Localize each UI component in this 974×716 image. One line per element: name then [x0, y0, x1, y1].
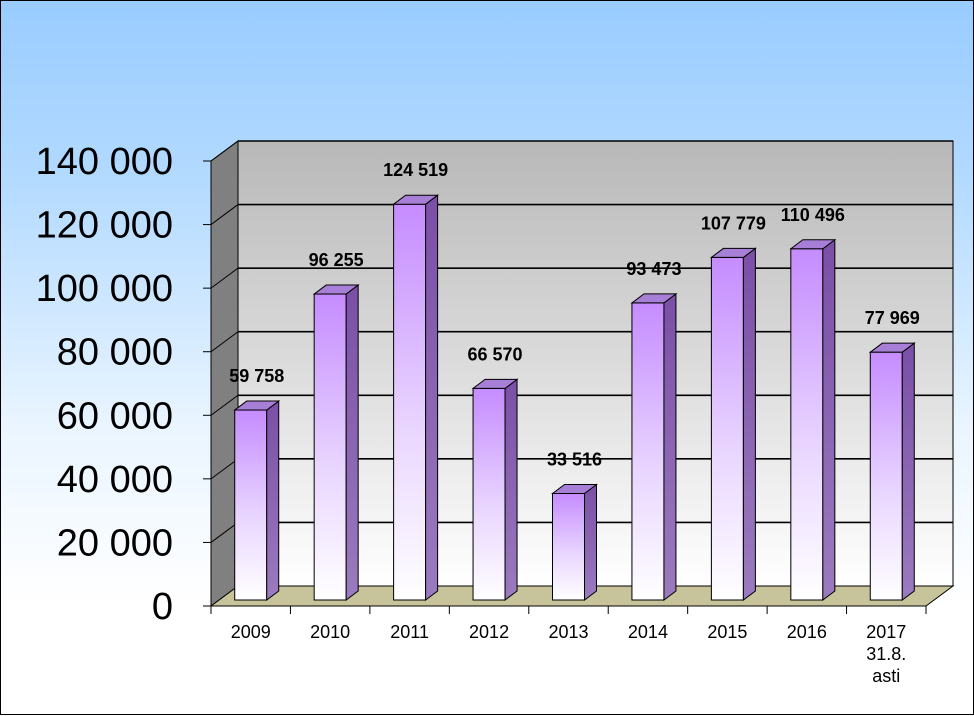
bar-side: [266, 400, 280, 601]
gridline-side: [210, 522, 239, 543]
y-tick-label: 120 000: [36, 205, 173, 247]
bar-top: [392, 194, 440, 205]
bar-side: [742, 247, 756, 601]
y-tick-label: 0: [152, 586, 173, 628]
bar-top: [551, 483, 598, 494]
gridline-side: [210, 331, 239, 353]
bar-side: [425, 194, 439, 601]
x-tick-label: 2016: [787, 622, 827, 642]
y-tick-label: 140 000: [36, 141, 173, 183]
y-tick-label: 100 000: [36, 268, 173, 310]
bar-top: [709, 247, 757, 258]
bar-top: [789, 239, 837, 250]
gridline-side: [210, 204, 239, 225]
data-label: 110 496: [781, 205, 845, 225]
gridline-side: [210, 458, 239, 480]
bar: [631, 302, 665, 601]
gridline-side: [210, 267, 239, 289]
data-label: 93 473: [626, 259, 681, 279]
labels: 59 758 2009 96 255 2010 124 519 2011 66 570 201…: [229, 160, 920, 686]
gridline-side: [210, 394, 239, 416]
x-tick-label: 2017 31.8. asti: [866, 622, 906, 686]
bar-top: [630, 293, 678, 304]
bar: [234, 409, 268, 601]
data-label: 66 570: [468, 344, 523, 364]
bar: [790, 248, 824, 601]
bar-side: [901, 342, 915, 601]
x-tick-label: 2014: [628, 622, 668, 642]
x-tick-label: 2015: [707, 622, 747, 642]
bar-side: [822, 238, 836, 601]
bar-side: [504, 378, 518, 601]
x-tick-label: 2009: [231, 622, 271, 642]
x-tick-label: 2011: [390, 622, 429, 642]
x-tick-label: 2010: [310, 622, 350, 642]
bar-side: [663, 292, 677, 601]
bar-top: [312, 284, 360, 295]
data-label: 77 969: [865, 308, 920, 328]
data-label: 96 255: [309, 250, 364, 270]
data-label: 124 519: [383, 160, 448, 180]
bars: [233, 194, 916, 601]
x-tick-label: 2012: [469, 622, 509, 642]
data-label: 59 758: [229, 366, 284, 386]
bar-side: [584, 483, 597, 601]
y-tick-label: 20 000: [57, 522, 173, 564]
bar-top: [233, 400, 281, 411]
bar: [313, 293, 347, 601]
y-tick-label: 80 000: [57, 332, 173, 374]
axes: 0 20 000 40 000 60 000 80 000 100 000 120 000 1…: [36, 141, 927, 628]
bar-top: [868, 342, 916, 353]
bar: [393, 203, 427, 601]
bar: [472, 387, 506, 601]
bar: [552, 492, 585, 601]
gridline-side: [210, 140, 239, 162]
y-tick-label: 60 000: [57, 395, 173, 437]
data-label: 33 516: [547, 449, 602, 469]
bar-top: [471, 378, 519, 389]
bar: [710, 256, 744, 601]
x-tick-label: 2013: [548, 622, 588, 642]
bar-side: [345, 284, 359, 601]
data-label: 107 779: [701, 213, 766, 233]
bar: [869, 351, 903, 601]
y-tick-label: 40 000: [57, 459, 173, 501]
